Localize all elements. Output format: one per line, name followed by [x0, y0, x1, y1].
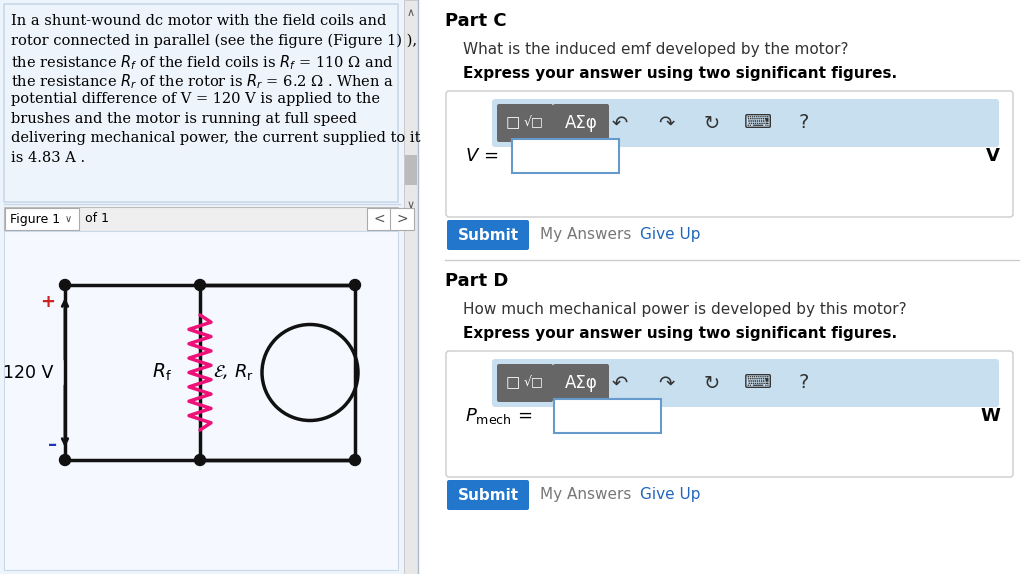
Text: brushes and the motor is running at full speed: brushes and the motor is running at full… — [11, 111, 357, 126]
FancyBboxPatch shape — [553, 104, 609, 142]
Text: ∧: ∧ — [407, 8, 415, 18]
Text: the resistance $R_f$ of the field coils is $R_f$ = 110 Ω and: the resistance $R_f$ of the field coils … — [11, 53, 394, 72]
FancyBboxPatch shape — [512, 139, 618, 173]
Text: ↷: ↷ — [657, 374, 674, 393]
Text: ↻: ↻ — [703, 114, 720, 133]
FancyBboxPatch shape — [447, 480, 529, 510]
Circle shape — [349, 280, 360, 290]
Text: $\mathcal{E}$, $R_\mathrm{r}$: $\mathcal{E}$, $R_\mathrm{r}$ — [213, 363, 254, 382]
FancyBboxPatch shape — [5, 208, 79, 230]
Text: V: V — [986, 147, 1000, 165]
Text: $R_\mathrm{f}$: $R_\mathrm{f}$ — [153, 362, 172, 383]
Text: Give Up: Give Up — [640, 227, 700, 242]
Text: $P_\mathrm{mech}$ =: $P_\mathrm{mech}$ = — [465, 406, 532, 426]
FancyBboxPatch shape — [447, 220, 529, 250]
Circle shape — [195, 455, 206, 466]
Text: –: – — [48, 436, 57, 454]
Text: √□: √□ — [523, 117, 543, 130]
Text: rotor connected in parallel (see the figure (Figure 1) ),: rotor connected in parallel (see the fig… — [11, 33, 417, 48]
FancyBboxPatch shape — [446, 91, 1013, 217]
Text: In a shunt-wound dc motor with the field coils and: In a shunt-wound dc motor with the field… — [11, 14, 386, 28]
Text: ↶: ↶ — [611, 374, 628, 393]
Text: Figure 1: Figure 1 — [10, 212, 60, 226]
Bar — [445, 0, 1024, 574]
Text: ∨: ∨ — [65, 214, 72, 224]
Bar — [4, 231, 398, 570]
Text: Submit: Submit — [458, 227, 518, 242]
FancyBboxPatch shape — [446, 351, 1013, 477]
Text: Submit: Submit — [458, 487, 518, 502]
Text: ↻: ↻ — [703, 374, 720, 393]
Text: potential difference of V = 120 V is applied to the: potential difference of V = 120 V is app… — [11, 92, 380, 106]
Text: ⌨: ⌨ — [744, 114, 772, 133]
Text: W: W — [980, 407, 1000, 425]
Text: is 4.83 A .: is 4.83 A . — [11, 150, 85, 165]
Text: <: < — [373, 212, 385, 226]
FancyBboxPatch shape — [492, 99, 999, 147]
Text: √□: √□ — [523, 377, 543, 390]
Text: How much mechanical power is developed by this motor?: How much mechanical power is developed b… — [463, 302, 906, 317]
FancyBboxPatch shape — [390, 208, 414, 230]
Bar — [406, 155, 417, 185]
Circle shape — [195, 280, 206, 290]
Text: Part D: Part D — [445, 272, 508, 290]
Text: AΣφ: AΣφ — [564, 114, 597, 132]
Bar — [4, 207, 398, 231]
Text: What is the induced emf developed by the motor?: What is the induced emf developed by the… — [463, 42, 849, 57]
Text: of 1: of 1 — [85, 212, 109, 226]
Text: My Answers: My Answers — [540, 227, 632, 242]
Text: Give Up: Give Up — [640, 487, 700, 502]
Text: ↷: ↷ — [657, 114, 674, 133]
FancyBboxPatch shape — [0, 0, 418, 574]
Text: delivering mechanical power, the current supplied to it: delivering mechanical power, the current… — [11, 131, 421, 145]
Text: □: □ — [506, 375, 520, 390]
Circle shape — [59, 280, 71, 290]
Text: My Answers: My Answers — [540, 487, 632, 502]
Text: Express your answer using two significant figures.: Express your answer using two significan… — [463, 326, 897, 341]
Bar — [404, 0, 418, 574]
Text: ∨: ∨ — [407, 200, 415, 210]
Text: 120 V: 120 V — [3, 363, 53, 382]
Text: $V$ =: $V$ = — [465, 147, 499, 165]
Text: the resistance $R_r$ of the rotor is $R_r$ = 6.2 Ω . When a: the resistance $R_r$ of the rotor is $R_… — [11, 72, 394, 91]
Text: ?: ? — [799, 114, 809, 133]
FancyBboxPatch shape — [497, 104, 553, 142]
Text: Part C: Part C — [445, 12, 507, 30]
Text: ⌨: ⌨ — [744, 374, 772, 393]
Text: □: □ — [506, 115, 520, 130]
Text: >: > — [396, 212, 408, 226]
FancyBboxPatch shape — [553, 364, 609, 402]
Text: ↶: ↶ — [611, 114, 628, 133]
Circle shape — [59, 455, 71, 466]
FancyBboxPatch shape — [367, 208, 391, 230]
FancyBboxPatch shape — [4, 4, 398, 202]
Circle shape — [349, 455, 360, 466]
FancyBboxPatch shape — [492, 359, 999, 407]
Text: ?: ? — [799, 374, 809, 393]
Text: AΣφ: AΣφ — [564, 374, 597, 392]
FancyBboxPatch shape — [554, 399, 662, 433]
Text: Express your answer using two significant figures.: Express your answer using two significan… — [463, 66, 897, 81]
Text: +: + — [40, 293, 55, 311]
FancyBboxPatch shape — [497, 364, 553, 402]
